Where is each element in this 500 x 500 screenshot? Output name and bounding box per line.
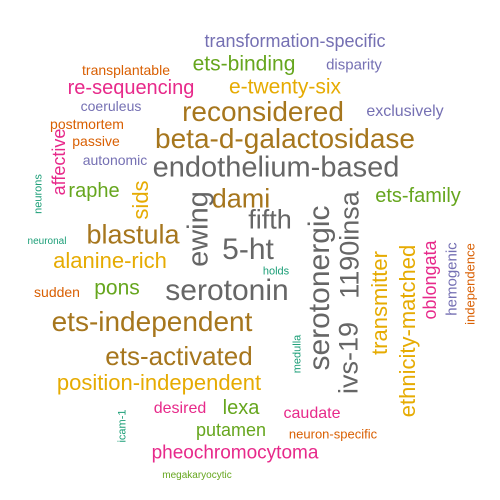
word-ethnicity-matched: ethnicity-matched <box>395 244 420 418</box>
word-dami: dami <box>211 183 271 214</box>
word-transmitter: transmitter <box>367 251 392 355</box>
word-coeruleus: coeruleus <box>80 98 142 114</box>
word-pons: pons <box>94 276 140 300</box>
word-independence: independence <box>462 243 478 325</box>
word-transplantable: transplantable <box>82 62 170 78</box>
word-ivs-19: ivs-19 <box>333 321 364 395</box>
word-medulla: medulla <box>291 334 304 374</box>
word-ets-activated: ets-activated <box>105 341 253 371</box>
word-5-ht: 5-ht <box>222 233 274 266</box>
word-ets-family: ets-family <box>375 185 461 207</box>
word-reconsidered: reconsidered <box>182 96 344 127</box>
word-sids: sids <box>128 180 153 220</box>
word-blastula: blastula <box>86 219 180 250</box>
word-sudden: sudden <box>34 284 80 300</box>
word-neurons: neurons <box>32 174 45 214</box>
word-alanine-rich: alanine-rich <box>53 248 167 273</box>
word-exclusively: exclusively <box>366 103 444 120</box>
word-ewing: ewing <box>182 191 215 267</box>
word-endothelium-based: endothelium-based <box>152 151 400 184</box>
word-serotonergic: serotonergic <box>303 205 336 371</box>
word-transformation-specific: transformation-specific <box>204 31 386 51</box>
word-putamen: putamen <box>195 420 267 440</box>
word-oblongata: oblongata <box>420 240 440 320</box>
word-lexa: lexa <box>222 397 260 419</box>
word-re-sequencing: re-sequencing <box>67 77 195 99</box>
word-pheochromocytoma: pheochromocytoma <box>151 442 319 464</box>
word-holds: holds <box>262 265 290 278</box>
word-hemogenic: hemogenic <box>443 242 461 316</box>
word-caudate: caudate <box>283 405 341 422</box>
word-neuron-specific: neuron-specific <box>288 426 378 442</box>
word-disparity: disparity <box>326 56 382 74</box>
word-serotonin: serotonin <box>165 274 289 307</box>
word-autonomic: autonomic <box>82 152 148 168</box>
word-megakaryocytic: megakaryocytic <box>162 470 232 481</box>
word-1190insa: 1190insa <box>334 191 365 299</box>
word-affective: affective <box>49 128 69 196</box>
word-position-independent: position-independent <box>56 370 262 395</box>
word-beta-d-galactosidase: beta-d-galactosidase <box>155 123 415 154</box>
word-neuronal: neuronal <box>27 236 67 247</box>
word-ets-binding: ets-binding <box>192 52 296 76</box>
word-fifth: fifth <box>248 204 292 235</box>
word-e-twenty-six: e-twenty-six <box>228 75 342 99</box>
word-postmortem: postmortem <box>50 116 124 132</box>
word-ets-independent: ets-independent <box>51 306 253 337</box>
word-raphe: raphe <box>68 180 120 202</box>
word-desired: desired <box>153 400 207 417</box>
word-passive: passive <box>72 133 120 149</box>
word-icam-1: icam-1 <box>116 409 129 443</box>
